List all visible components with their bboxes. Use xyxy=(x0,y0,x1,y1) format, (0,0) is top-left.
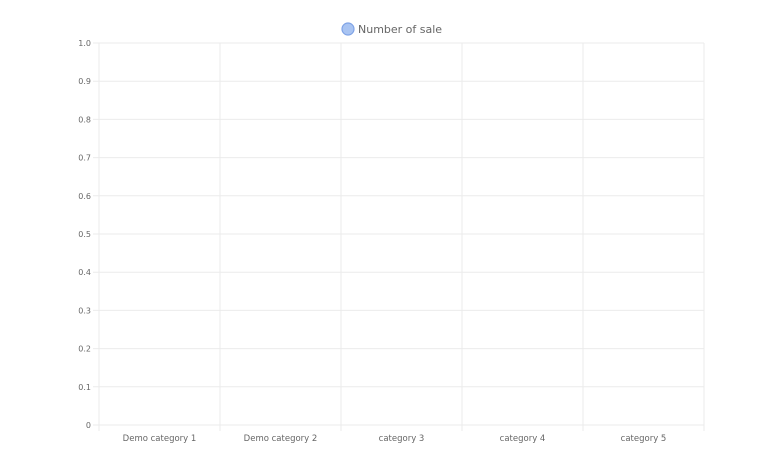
y-tick-label: 0.1 xyxy=(78,383,91,392)
y-tick-label: 1.0 xyxy=(78,39,91,48)
y-tick-label: 0.7 xyxy=(78,154,91,163)
x-tick-label: category 5 xyxy=(621,434,667,444)
y-tick-label: 0.3 xyxy=(78,306,91,315)
y-tick-label: 0.9 xyxy=(78,77,91,86)
x-tick-label: Demo category 2 xyxy=(244,434,318,444)
y-tick-label: 0.5 xyxy=(78,230,91,239)
grid xyxy=(93,42,705,431)
y-tick-label: 0 xyxy=(86,421,91,430)
y-tick-label: 0.4 xyxy=(78,268,91,277)
x-tick-label: category 3 xyxy=(379,434,425,444)
legend[interactable]: Number of sale xyxy=(341,22,442,36)
x-axis-ticks: Demo category 1 Demo category 2 category 3… xyxy=(123,434,667,444)
y-tick-label: 0.6 xyxy=(78,192,91,201)
y-tick-label: 0.2 xyxy=(78,345,91,354)
legend-swatch xyxy=(341,22,355,36)
legend-label: Number of sale xyxy=(358,23,442,36)
x-tick-label: category 4 xyxy=(500,434,546,444)
x-tick-label: Demo category 1 xyxy=(123,434,197,444)
y-tick-label: 0.8 xyxy=(78,115,91,124)
y-axis-ticks: 0 0.1 0.2 0.3 0.4 0.5 0.6 0.7 0.8 0.9 1.0 xyxy=(78,39,91,430)
